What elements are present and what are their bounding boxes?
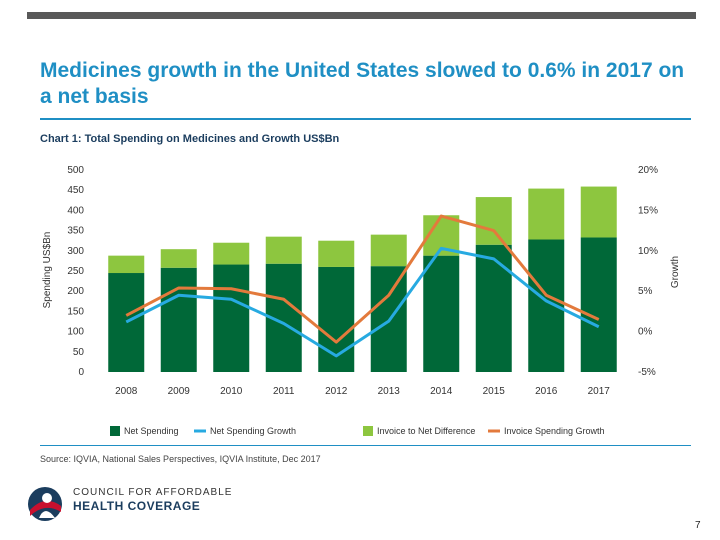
- y-tick-label: 50: [73, 347, 85, 358]
- y2-tick-label: 0%: [638, 327, 653, 338]
- bar-invoice-difference: [318, 240, 355, 267]
- bar-invoice-difference: [213, 242, 250, 265]
- x-tick-label: 2008: [115, 386, 138, 397]
- x-tick-label: 2012: [325, 386, 348, 397]
- legend-label: Invoice to Net Difference: [377, 426, 475, 436]
- title-divider: [40, 118, 691, 120]
- bar-net-spending: [213, 264, 250, 372]
- bar-net-spending: [580, 237, 617, 372]
- y-axis-label: Spending US$Bn: [42, 232, 53, 309]
- x-tick-label: 2010: [220, 386, 243, 397]
- y-tick-label: 500: [67, 165, 84, 176]
- legend-label: Invoice Spending Growth: [504, 426, 605, 436]
- bar-net-spending: [475, 244, 512, 372]
- y-tick-label: 100: [67, 327, 84, 338]
- logo-text-line1: COUNCIL FOR AFFORDABLE: [73, 487, 233, 498]
- y-tick-label: 250: [67, 266, 84, 277]
- y2-tick-label: 20%: [638, 165, 658, 176]
- bar-invoice-difference: [265, 236, 302, 264]
- y-tick-label: 300: [67, 246, 84, 257]
- y2-axis-label: Growth: [670, 256, 681, 288]
- x-tick-label: 2011: [273, 386, 295, 397]
- page-number: 7: [695, 520, 701, 531]
- x-tick-label: 2015: [483, 386, 506, 397]
- x-tick-label: 2017: [588, 386, 611, 397]
- legend-label: Net Spending Growth: [210, 426, 296, 436]
- x-tick-label: 2009: [168, 386, 191, 397]
- bar-invoice-difference: [160, 249, 197, 268]
- y2-tick-label: -5%: [638, 367, 656, 378]
- y-tick-label: 200: [67, 286, 84, 297]
- y-tick-label: 400: [67, 205, 84, 216]
- y2-tick-label: 10%: [638, 246, 658, 257]
- line-net-spending-growth: [125, 246, 600, 358]
- x-tick-label: 2014: [430, 386, 453, 397]
- y-tick-label: 150: [67, 306, 84, 317]
- bar-invoice-difference: [580, 186, 617, 238]
- bar-invoice-difference: [475, 197, 512, 245]
- source-note: Source: IQVIA, National Sales Perspectiv…: [40, 454, 321, 464]
- y2-tick-label: 5%: [638, 286, 653, 297]
- legend-swatch: [110, 426, 120, 436]
- slide-title: Medicines growth in the United States sl…: [40, 59, 685, 108]
- x-tick-label: 2013: [378, 386, 401, 397]
- y2-tick-label: 15%: [638, 205, 658, 216]
- bar-net-spending: [160, 267, 197, 372]
- y-tick-label: 350: [67, 226, 84, 237]
- bar-net-spending: [108, 273, 145, 372]
- legend-label: Net Spending: [124, 426, 179, 436]
- line-invoice-spending-growth: [125, 214, 600, 344]
- logo: COUNCIL FOR AFFORDABLE HEALTH COVERAGE: [25, 484, 231, 524]
- legend-swatch: [363, 426, 373, 436]
- chart-title: Chart 1: Total Spending on Medicines and…: [40, 133, 340, 145]
- logo-text-line2: HEALTH COVERAGE: [73, 499, 201, 513]
- bar-invoice-difference: [370, 234, 407, 267]
- bar-invoice-difference: [528, 188, 565, 240]
- y-tick-label: 0: [78, 367, 84, 378]
- source-divider: [40, 445, 691, 446]
- bar-net-spending: [423, 255, 460, 372]
- y-tick-label: 450: [67, 185, 84, 196]
- x-tick-label: 2016: [535, 386, 558, 397]
- top-bar: [27, 12, 696, 19]
- logo-emblem-icon: [28, 487, 62, 521]
- bar-invoice-difference: [108, 255, 145, 274]
